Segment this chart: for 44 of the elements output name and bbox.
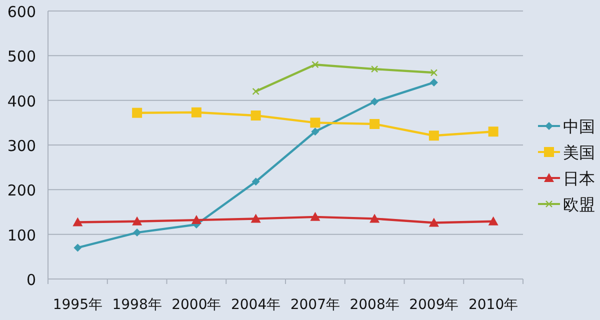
point [428,218,439,227]
y-tick-label: 400 [7,92,36,110]
y-tick-label: 200 [7,182,36,200]
y-tick-label: 500 [7,48,36,66]
point [310,212,320,221]
legend-label: 美国 [563,143,595,162]
legend-label: 欧盟 [563,195,595,214]
point [72,217,83,226]
point [133,228,142,237]
x-tick-label: 2009年 [409,297,459,313]
point [74,244,82,252]
point [488,216,498,226]
y-tick-label: 600 [7,3,36,21]
x-tick-label: 1995年 [52,297,103,313]
legend-label: 日本 [563,169,595,188]
legend-label: 中国 [563,117,595,136]
y-tick-label: 100 [7,226,36,244]
point [311,128,320,136]
point [132,108,142,118]
y-tick-label: 300 [7,137,36,155]
point [252,88,260,95]
point [252,178,260,186]
point [370,65,378,73]
point [312,61,319,68]
point [430,69,438,76]
point [370,214,380,223]
x-tick-label: 2000年 [172,297,222,313]
point [428,130,439,141]
point [310,118,320,128]
x-tick-label: 1998年 [112,297,162,313]
x-tick-label: 2008年 [350,297,400,313]
point [370,98,379,106]
point [370,119,380,130]
point [191,107,202,118]
x-tick-label: 2010年 [468,297,518,313]
point [191,215,202,224]
y-tick-label: 0 [26,271,36,289]
x-tick-label: 2007年 [290,297,340,313]
point [132,216,142,226]
x-tick-label: 2004年 [230,297,281,313]
point [250,110,261,121]
point [488,126,498,137]
point [250,214,261,223]
point [430,78,438,86]
